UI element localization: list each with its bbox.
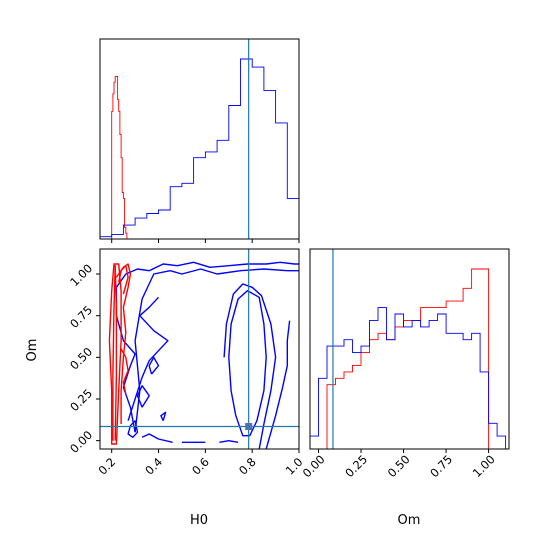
contour-blue-loop-small: [136, 385, 150, 408]
contour-blue-dot: [160, 411, 167, 421]
contour-red-top-loop: [118, 265, 129, 295]
x-tick-label-om: 0.50: [385, 452, 413, 480]
histogram-om-blue-series: [309, 307, 507, 449]
y-tick-label-om: 0.75: [67, 303, 95, 331]
truth-point-marker: [245, 423, 253, 430]
histogram-h0-panel: [99, 38, 300, 243]
contour-red-wiggle: [120, 348, 129, 395]
histogram-om-red-series: [310, 268, 506, 450]
contour-red-inner: [112, 265, 118, 441]
x-tick-label-om: 0.00: [300, 452, 328, 480]
contour-blue-loop-mid: [148, 356, 160, 375]
contour-blue-bottom-mid2: [219, 440, 239, 443]
contour-blue-right-outer: [223, 283, 277, 449]
histogram-h0-red-series: [109, 75, 129, 240]
histogram-om-panel: 0.00 0.25 0.50 0.75 1.00: [300, 248, 510, 480]
contour-h0-om-panel: 0.2 0.4 0.6 0.8 1.00.000.250.500.751.00: [67, 248, 306, 478]
x-tick-label-h0: 0.2: [95, 455, 118, 478]
histogram-om-frame: [309, 248, 510, 450]
x-tick-label-h0: 0.6: [189, 455, 212, 478]
y-tick-label-om: 1.00: [67, 261, 95, 289]
x-axis-label-om: Om: [398, 513, 421, 528]
contour-red-outer: [108, 263, 122, 445]
x-tick-label-om: 0.75: [427, 452, 455, 480]
contour-blue-outer-left: [115, 261, 299, 433]
x-tick-label-om: 1.00: [470, 452, 498, 480]
y-tick-label-om: 0.50: [67, 345, 95, 373]
histogram-h0-frame: [99, 38, 300, 240]
y-tick-label-om: 0.00: [67, 428, 95, 456]
contour-blue-bottom-left: [141, 433, 173, 443]
contour-lines-group: [108, 261, 299, 449]
contour-frame: [99, 248, 300, 450]
x-tick-label-h0: 0.4: [142, 455, 165, 478]
y-axis-label-om: Om: [25, 339, 40, 362]
x-tick-label-h0: 0.8: [236, 455, 259, 478]
contour-blue-inner-left: [127, 296, 169, 421]
histogram-h0-blue-series: [99, 58, 300, 239]
contour-blue-outer-top: [134, 268, 299, 433]
x-axis-label-h0: H0: [190, 513, 208, 528]
x-tick-label-om: 0.25: [342, 452, 370, 480]
y-tick-label-om: 0.25: [67, 386, 95, 414]
contour-blue-loop-left: [127, 420, 139, 438]
contour-blue-right-edge: [265, 320, 291, 449]
contour-blue-right-inner: [228, 290, 267, 437]
